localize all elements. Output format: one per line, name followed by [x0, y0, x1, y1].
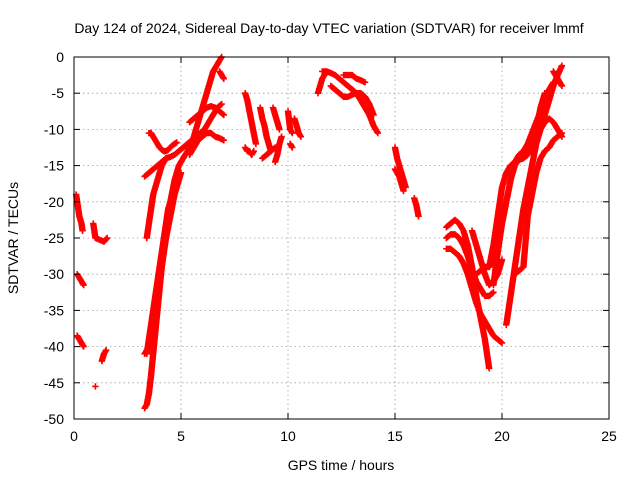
x-tick-label: 25 [601, 428, 617, 444]
data-point-markers [340, 71, 369, 86]
data-point-markers [242, 144, 257, 158]
series-segment-21 [271, 133, 285, 166]
series-segment-12 [145, 129, 180, 155]
series-segment-09 [143, 198, 174, 358]
data-point-markers [92, 383, 99, 390]
series-segment-13 [186, 103, 227, 126]
y-tick-label: -25 [44, 230, 64, 246]
y-tick-label: -40 [44, 339, 64, 355]
series-segment-23 [291, 115, 305, 140]
series-segment-34 [443, 245, 506, 347]
series-segment-15 [216, 68, 227, 82]
data-point-markers [259, 144, 279, 162]
series-segment-40 [511, 129, 566, 278]
x-axis-title: GPS time / hours [288, 457, 395, 473]
series-segment-02 [74, 271, 87, 289]
data-point-markers [443, 245, 506, 347]
data-point-markers [533, 115, 566, 140]
data-point-markers [327, 82, 377, 119]
series-segment-24 [286, 140, 296, 151]
series-segment-39 [503, 62, 566, 329]
series-segment-16 [242, 90, 260, 148]
series-segment-10 [143, 155, 170, 242]
data-markers [72, 53, 566, 412]
chart-title: Day 124 of 2024, Sidereal Day-to-day VTE… [74, 20, 583, 36]
series-segment-03 [74, 332, 87, 350]
data-point-markers [186, 103, 227, 126]
y-tick-label: -30 [44, 266, 64, 282]
data-point-markers [391, 166, 407, 195]
x-tick-label: 10 [280, 428, 296, 444]
data-point-markers [242, 90, 260, 148]
series-segment-20 [269, 104, 283, 133]
y-tick-label: -45 [44, 375, 64, 391]
series-segment-14 [186, 129, 227, 158]
y-axis-title: SDTVAR / TECUs [5, 182, 21, 294]
data-point-markers [550, 68, 566, 90]
y-tick-label: -35 [44, 302, 64, 318]
data-point-markers [443, 231, 497, 300]
data-point-markers [256, 104, 275, 155]
series-segment-18 [256, 104, 275, 155]
series-segment-01 [72, 191, 86, 234]
x-tick-label: 20 [494, 428, 510, 444]
axes: 0 5 10 15 20 25 0 -5 -10 -15 -20 -25 -30 -35 -40 -45 -50 [44, 49, 617, 444]
data-point-markers [72, 191, 86, 234]
series-segment-06 [98, 347, 110, 365]
series-segment-28 [340, 71, 369, 86]
data-point-markers [186, 129, 227, 158]
data-point-markers [411, 194, 422, 220]
y-tick-label: 0 [56, 49, 64, 65]
data-point-markers [74, 271, 87, 289]
series-segment-05 [92, 383, 99, 390]
series-segment-27 [327, 82, 377, 119]
y-tick-label: -50 [44, 411, 64, 427]
series-segment-19 [259, 144, 279, 162]
y-tick-label: -20 [44, 194, 64, 210]
data-point-markers [503, 62, 566, 329]
x-tick-label: 0 [70, 428, 78, 444]
series-segment-31 [411, 194, 422, 220]
data-point-markers [141, 100, 225, 180]
data-point-markers [286, 140, 296, 151]
y-tick-label: -5 [52, 85, 65, 101]
data-point-markers [271, 133, 285, 166]
data-point-markers [511, 129, 566, 278]
y-tick-label: -15 [44, 158, 64, 174]
data-point-markers [145, 129, 180, 155]
x-tick-label: 5 [177, 428, 185, 444]
data-point-markers [269, 104, 283, 133]
data-point-markers [90, 220, 111, 245]
series-segment-04 [90, 220, 111, 245]
series-segment-22 [284, 108, 296, 137]
y-tick-label: -10 [44, 121, 64, 137]
data-point-markers [98, 347, 110, 365]
series-segment-30 [391, 166, 407, 195]
data-point-markers [216, 68, 227, 82]
data-point-markers [74, 332, 87, 350]
data-point-markers [284, 108, 296, 137]
series-segment-11 [141, 100, 225, 180]
x-tick-label: 15 [387, 428, 403, 444]
series-segment-42 [550, 68, 566, 90]
data-point-markers [291, 115, 305, 140]
series-segment-17 [242, 144, 257, 158]
series-segment-41 [533, 115, 566, 140]
data-point-markers [143, 155, 170, 242]
series-segment-33 [443, 231, 497, 300]
data-point-markers [143, 198, 174, 358]
